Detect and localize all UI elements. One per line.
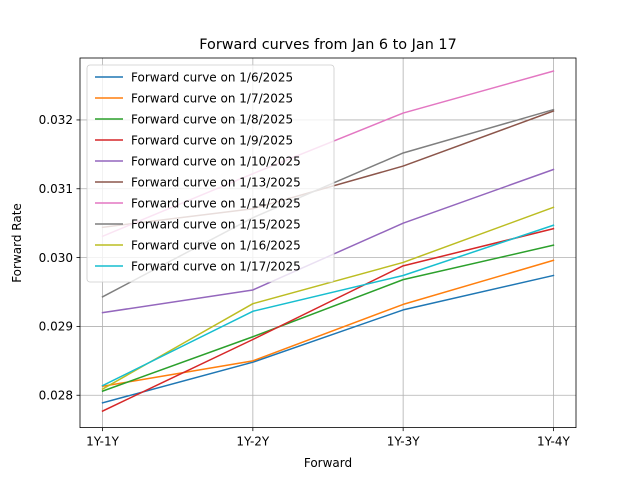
x-axis-ticks: 1Y-1Y 1Y-2Y 1Y-3Y 1Y-4Y xyxy=(86,427,571,449)
x-axis-label: Forward xyxy=(304,456,352,470)
legend-label: Forward curve on 1/6/2025 xyxy=(131,70,293,84)
x-tick-label: 1Y-2Y xyxy=(236,435,270,449)
series-line xyxy=(101,259,555,388)
legend: Forward curve on 1/6/2025 Forward curve o… xyxy=(86,64,335,283)
series-line xyxy=(101,274,555,404)
legend-label: Forward curve on 1/9/2025 xyxy=(131,133,293,147)
chart-title: Forward curves from Jan 6 to Jan 17 xyxy=(199,37,456,53)
y-tick-label: 0.030 xyxy=(39,251,73,265)
legend-label: Forward curve on 1/14/2025 xyxy=(131,196,301,210)
legend-label: Forward curve on 1/8/2025 xyxy=(131,112,293,126)
x-tick-label: 1Y-1Y xyxy=(86,435,120,449)
plot-frame xyxy=(79,57,577,429)
series-line xyxy=(101,244,555,393)
series-line xyxy=(101,206,555,391)
x-tick-label: 1Y-3Y xyxy=(387,435,421,449)
legend-box xyxy=(86,64,335,283)
y-axis-ticks: 0.028 0.029 0.030 0.031 0.032 xyxy=(39,113,80,403)
series-line xyxy=(101,227,555,413)
x-tick-label: 1Y-4Y xyxy=(537,435,571,449)
legend-label: Forward curve on 1/10/2025 xyxy=(131,154,301,168)
legend-label: Forward curve on 1/17/2025 xyxy=(131,259,301,273)
legend-label: Forward curve on 1/7/2025 xyxy=(131,91,293,105)
legend-label: Forward curve on 1/13/2025 xyxy=(131,175,301,189)
y-tick-label: 0.032 xyxy=(39,113,73,127)
y-tick-label: 0.028 xyxy=(39,389,73,403)
y-tick-label: 0.029 xyxy=(39,320,73,334)
legend-label: Forward curve on 1/15/2025 xyxy=(131,217,301,231)
series-line xyxy=(101,224,555,387)
y-tick-label: 0.031 xyxy=(39,182,73,196)
y-axis-label: Forward Rate xyxy=(10,203,24,283)
legend-label: Forward curve on 1/16/2025 xyxy=(131,238,301,252)
